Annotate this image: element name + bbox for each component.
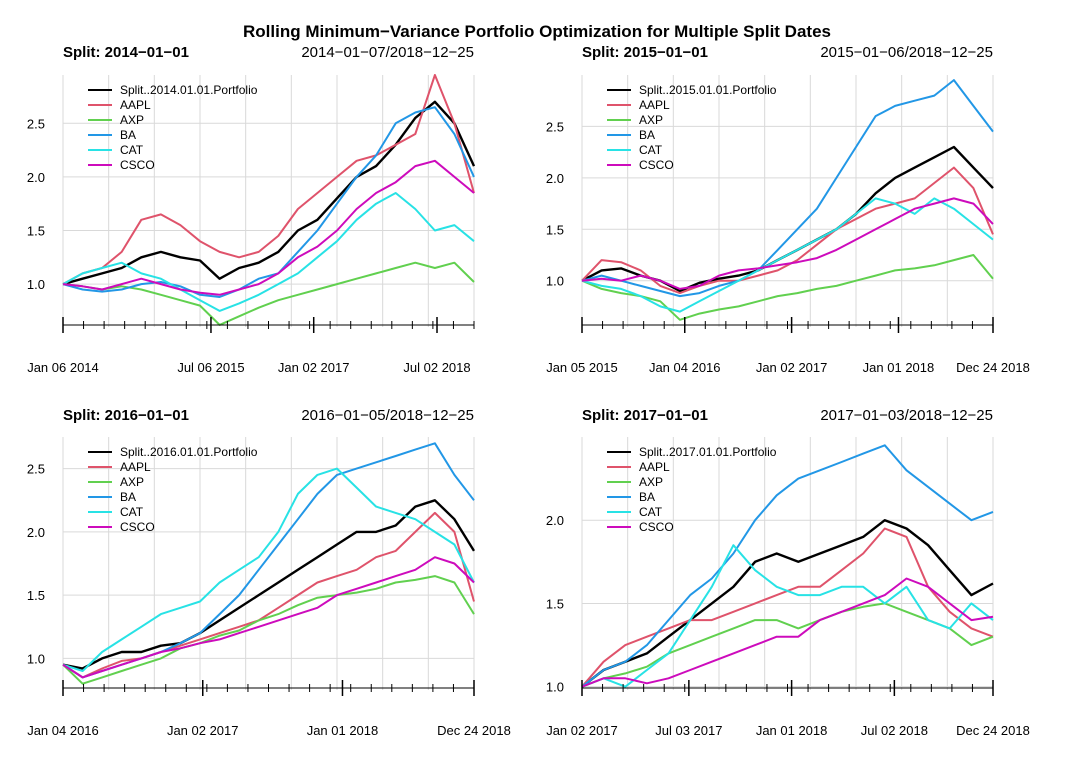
x-tick-label: Dec 24 2018 <box>437 723 511 738</box>
legend-label: Split..2016.01.01.Portfolio <box>120 445 258 459</box>
x-tick-label: Jan 06 2014 <box>27 360 99 375</box>
legend-label: Split..2017.01.01.Portfolio <box>639 445 777 459</box>
y-tick-label: 1.5 <box>546 596 564 611</box>
y-tick-label: 1.0 <box>27 277 45 292</box>
legend-label: BA <box>639 128 655 142</box>
legend-label: BA <box>639 490 655 504</box>
series-line-csco <box>62 159 475 296</box>
legend-label: AXP <box>120 113 144 127</box>
y-tick-label: 2.0 <box>546 513 564 528</box>
x-tick-label: Jan 01 2018 <box>756 723 828 738</box>
panel-split-2015: Split: 2015−01−01 2015−01−06/2018−12−25 1.… <box>546 44 1030 375</box>
panel-split-2014: Split: 2014−01−01 2014−01−07/2018−12−25 1.… <box>27 44 476 375</box>
series-line-axp <box>581 254 994 321</box>
legend-label: CAT <box>120 505 144 519</box>
panel-split-2016: Split: 2016−01−01 2016−01−05/2018−12−25 1.… <box>27 407 511 738</box>
legend-label: AAPL <box>639 98 670 112</box>
legend-label: BA <box>120 490 136 504</box>
series-line-cat <box>62 192 475 312</box>
x-tick-label: Dec 24 2018 <box>956 723 1030 738</box>
split-label: Split: 2017−01−01 <box>582 407 708 424</box>
date-range-label: 2017−01−03/2018−12−25 <box>820 407 993 424</box>
series-line-aapl <box>581 527 994 688</box>
legend-label: BA <box>120 128 136 142</box>
y-tick-label: 1.5 <box>27 588 45 603</box>
legend-label: AXP <box>639 475 663 489</box>
series-line-aapl <box>62 511 475 679</box>
legend-label: CSCO <box>639 158 674 172</box>
series-line-ba <box>581 444 994 688</box>
y-tick-label: 1.0 <box>27 651 45 666</box>
y-tick-label: 2.0 <box>27 525 45 540</box>
series-line-csco <box>581 577 994 688</box>
x-tick-label: Jan 01 2018 <box>307 723 379 738</box>
legend-label: Split..2014.01.01.Portfolio <box>120 83 258 97</box>
series-line-axp <box>62 575 475 685</box>
legend-label: AAPL <box>120 460 151 474</box>
legend-label: CAT <box>639 505 663 519</box>
main-title: Rolling Minimum−Variance Portfolio Optim… <box>243 22 831 41</box>
series-line-portfolio <box>62 100 476 286</box>
legend-label: CSCO <box>120 158 155 172</box>
series-line-ba <box>62 106 475 298</box>
x-tick-label: Jul 02 2018 <box>861 723 928 738</box>
x-tick-label: Jul 02 2018 <box>403 360 470 375</box>
legend-label: AXP <box>639 113 663 127</box>
series-line-aapl <box>581 166 994 295</box>
y-tick-label: 2.0 <box>27 170 45 185</box>
x-tick-label: Jan 04 2016 <box>649 360 721 375</box>
x-tick-label: Jan 02 2017 <box>546 723 618 738</box>
split-label: Split: 2014−01−01 <box>63 44 189 61</box>
y-tick-label: 2.5 <box>546 119 564 134</box>
legend-label: Split..2015.01.01.Portfolio <box>639 83 777 97</box>
series-line-csco <box>62 556 475 679</box>
series-line-cat <box>581 544 994 688</box>
x-tick-label: Jan 04 2016 <box>27 723 99 738</box>
x-tick-label: Jan 05 2015 <box>546 360 618 375</box>
legend-label: CSCO <box>639 520 674 534</box>
y-tick-label: 1.0 <box>546 274 564 289</box>
x-tick-label: Jan 02 2017 <box>278 360 350 375</box>
legend-label: AAPL <box>120 98 151 112</box>
x-tick-label: Jul 03 2017 <box>655 723 722 738</box>
series-line-cat <box>62 467 475 672</box>
series-line-axp <box>62 261 475 326</box>
y-tick-label: 1.5 <box>27 223 45 238</box>
split-label: Split: 2016−01−01 <box>63 407 189 424</box>
legend-label: CAT <box>120 143 144 157</box>
date-range-label: 2014−01−07/2018−12−25 <box>301 44 474 61</box>
y-tick-label: 2.5 <box>27 116 45 131</box>
x-tick-label: Jan 02 2017 <box>167 723 239 738</box>
legend-label: CSCO <box>120 520 155 534</box>
panel-split-2017: Split: 2017−01−01 2017−01−03/2018−12−25 1.… <box>546 407 1030 738</box>
series-line-portfolio <box>581 519 994 688</box>
series-line-aapl <box>62 74 475 285</box>
series-line-ba <box>581 79 994 298</box>
legend-label: CAT <box>639 143 663 157</box>
date-range-label: 2015−01−06/2018−12−25 <box>820 44 993 61</box>
x-tick-label: Jul 06 2015 <box>177 360 244 375</box>
y-tick-label: 1.5 <box>546 222 564 237</box>
x-tick-label: Jan 01 2018 <box>863 360 935 375</box>
y-tick-label: 2.0 <box>546 171 564 186</box>
x-tick-label: Dec 24 2018 <box>956 360 1030 375</box>
series-line-csco <box>581 197 994 290</box>
x-tick-label: Jan 02 2017 <box>756 360 828 375</box>
legend-label: AAPL <box>639 460 670 474</box>
date-range-label: 2016−01−05/2018−12−25 <box>301 407 474 424</box>
y-tick-label: 2.5 <box>27 462 45 477</box>
series-line-axp <box>581 602 994 688</box>
split-label: Split: 2015−01−01 <box>582 44 708 61</box>
y-tick-label: 1.0 <box>546 680 564 695</box>
legend-label: AXP <box>120 475 144 489</box>
